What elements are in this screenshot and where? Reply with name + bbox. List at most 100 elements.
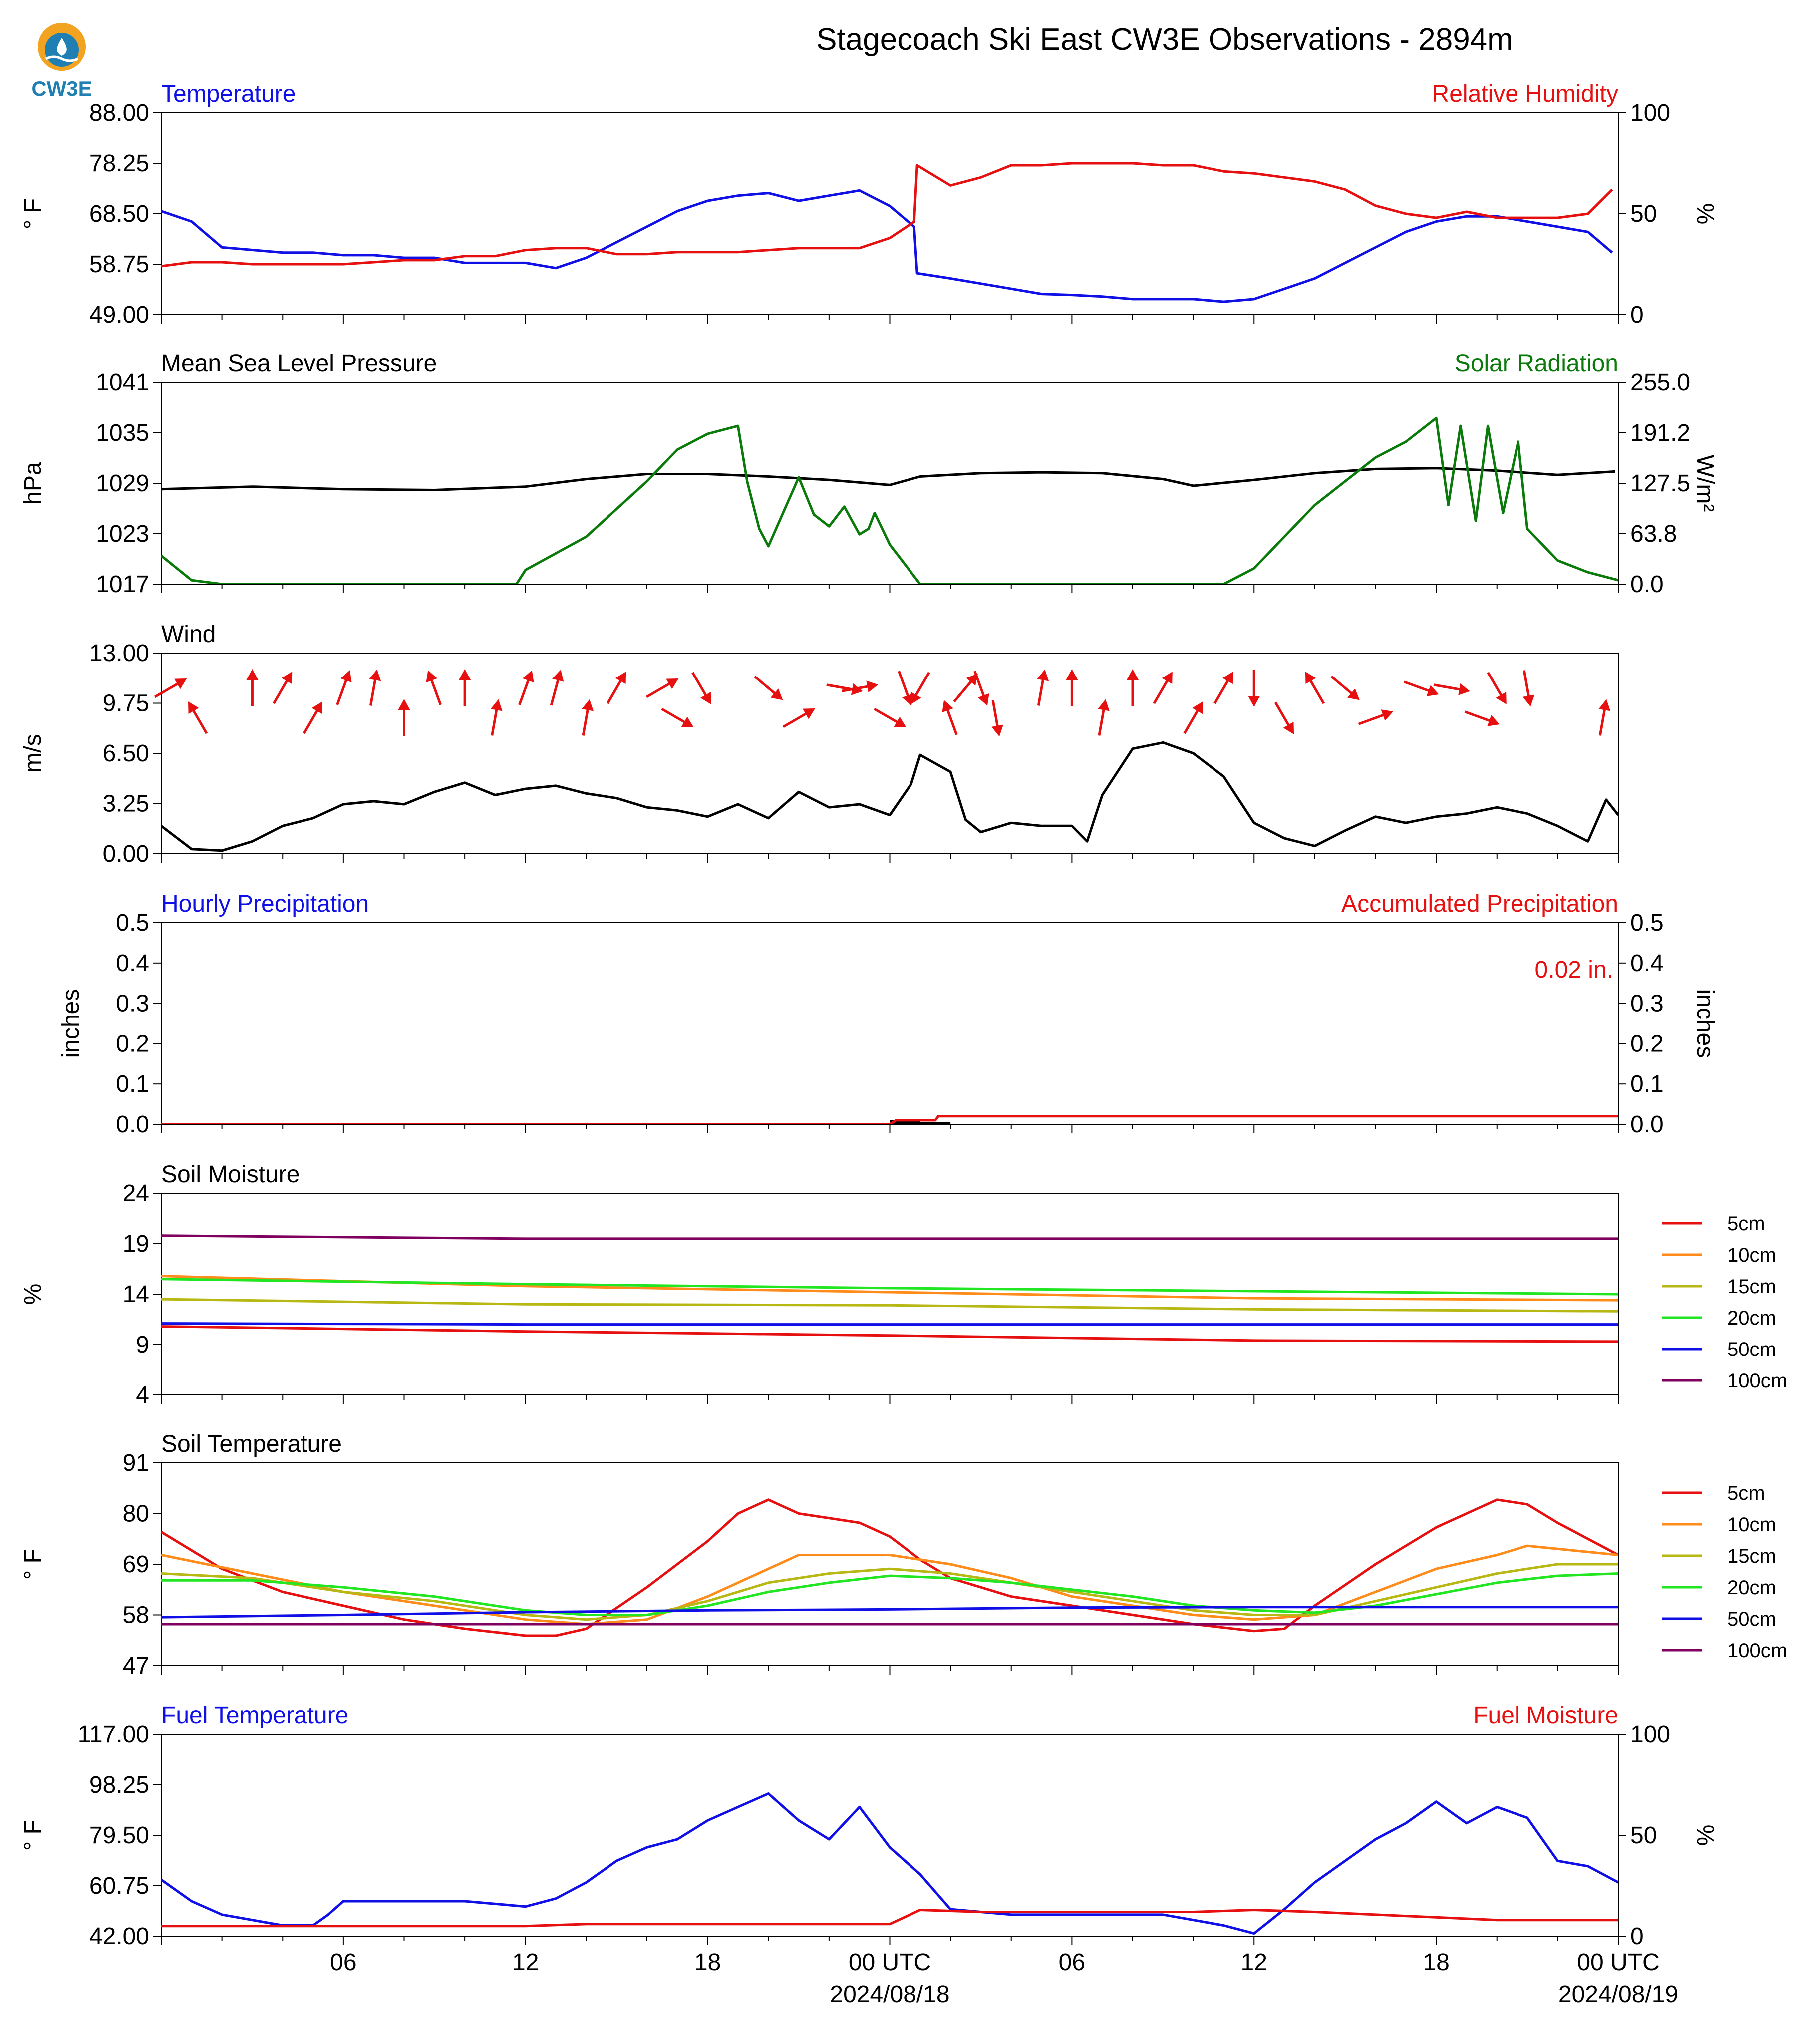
y-tick-label-left: 4 bbox=[136, 1382, 149, 1408]
wind-arrow bbox=[1404, 680, 1439, 696]
y-tick-label-left: 117.00 bbox=[78, 1721, 149, 1748]
time-tick-label: 18 bbox=[1423, 1949, 1449, 1976]
y-tick-label-right: 50 bbox=[1630, 1822, 1657, 1849]
y-tick-label-left: 0.4 bbox=[116, 950, 149, 977]
wind-arrow bbox=[1183, 701, 1203, 734]
y-tick-label-right: 100 bbox=[1630, 100, 1670, 126]
hourly-precip-bar bbox=[890, 1120, 920, 1124]
y-axis-label-left: ° F bbox=[20, 1549, 46, 1580]
y-tick-label-left: 58 bbox=[123, 1602, 149, 1629]
y-axis-label-left: ° F bbox=[20, 1820, 46, 1851]
plot-frame bbox=[161, 112, 1619, 315]
time-tick-label: 06 bbox=[330, 1949, 356, 1976]
wind-arrow bbox=[973, 671, 989, 706]
wind-arrow bbox=[154, 678, 187, 698]
y-tick-label-left: 0.1 bbox=[116, 1071, 149, 1097]
y-tick-label-left: 1035 bbox=[96, 420, 149, 446]
y-axis-label-left: hPa bbox=[20, 462, 46, 505]
wind-arrow bbox=[910, 672, 930, 704]
date-label: 2024/08/19 bbox=[1558, 1981, 1678, 2008]
time-tick-label: 12 bbox=[1241, 1949, 1267, 1976]
panel-temperature_rh: 88.00 78.25 68.50 58.75 49.00 100 50 0 Temperatu… bbox=[20, 81, 1718, 328]
wind-arrow bbox=[273, 672, 293, 704]
wind-arrow bbox=[841, 680, 879, 693]
wind-arrow bbox=[953, 673, 978, 703]
y-tick-label-left: 3.25 bbox=[103, 791, 149, 817]
y-axis-label-left: % bbox=[20, 1284, 46, 1305]
wind-arrow bbox=[582, 699, 594, 736]
wind-arrow bbox=[550, 670, 564, 706]
legend-label: 5cm bbox=[1727, 1482, 1765, 1504]
y-tick-label-right: 100 bbox=[1630, 1721, 1670, 1748]
panel-title-right: Relative Humidity bbox=[1432, 81, 1618, 107]
y-tick-label-left: 9.75 bbox=[103, 690, 149, 717]
y-tick-label-right: 63.8 bbox=[1630, 521, 1677, 547]
y-tick-label-right: 0 bbox=[1630, 1923, 1644, 1950]
time-tick-label: 18 bbox=[694, 1949, 721, 1976]
wind-arrow bbox=[426, 670, 442, 705]
wind-arrow bbox=[1487, 672, 1507, 704]
panel-title-left: Soil Temperature bbox=[161, 1431, 342, 1457]
logo-drop-icon bbox=[57, 38, 67, 56]
panel-wind: 13.00 9.75 6.50 3.25 0.00 Wind m/s bbox=[20, 621, 1619, 867]
y-tick-label-left: 1041 bbox=[96, 369, 149, 396]
wind-arrow bbox=[1127, 669, 1139, 706]
logo-text: CW3E bbox=[31, 77, 92, 100]
wind-arrow bbox=[1213, 672, 1233, 704]
y-tick-label-left: 1023 bbox=[96, 521, 149, 547]
series-line-temperature_rh-1 bbox=[161, 162, 1613, 268]
y-tick-label-left: 9 bbox=[136, 1332, 149, 1358]
y-tick-label-right: 0.5 bbox=[1630, 910, 1664, 936]
wind-arrow bbox=[1153, 672, 1173, 704]
series-line-temperature_rh-0 bbox=[161, 189, 1613, 303]
series-line-precipitation-0 bbox=[161, 1115, 1618, 1124]
wind-arrow bbox=[942, 700, 958, 735]
y-tick-label-right: 191.2 bbox=[1630, 420, 1690, 446]
panel-title-right: Accumulated Precipitation bbox=[1341, 891, 1618, 917]
date-label: 2024/08/18 bbox=[830, 1981, 949, 2008]
y-tick-label-left: 78.25 bbox=[89, 150, 149, 177]
y-tick-label-left: 58.75 bbox=[89, 251, 149, 278]
y-tick-label-left: 60.75 bbox=[89, 1873, 149, 1899]
wind-arrow bbox=[188, 701, 208, 734]
time-tick-label: 00 UTC bbox=[849, 1949, 931, 1976]
series-line-soil_moisture-0 bbox=[161, 1325, 1618, 1343]
plot-area bbox=[161, 1792, 1618, 1935]
series-line-fuel-0 bbox=[161, 1792, 1618, 1935]
wind-arrow bbox=[1522, 670, 1535, 707]
y-tick-label-left: 14 bbox=[123, 1281, 149, 1308]
wind-arrow bbox=[303, 701, 323, 734]
hourly-precip-bar bbox=[920, 1122, 951, 1124]
y-tick-label-left: 1017 bbox=[96, 571, 149, 598]
y-tick-label-left: 47 bbox=[123, 1653, 149, 1679]
panel-title-left: Wind bbox=[161, 621, 216, 648]
wind-arrow bbox=[898, 671, 913, 706]
y-tick-label-left: 0.2 bbox=[116, 1030, 149, 1057]
wind-arrow bbox=[246, 669, 259, 706]
plot-area bbox=[161, 741, 1618, 852]
y-tick-label-left: 91 bbox=[123, 1450, 149, 1476]
panel-title-right: Fuel Moisture bbox=[1473, 1702, 1618, 1729]
plot-area bbox=[161, 1234, 1618, 1343]
wind-arrow bbox=[1274, 701, 1294, 734]
y-tick-label-left: 88.00 bbox=[89, 100, 149, 126]
plot-area bbox=[161, 1115, 1618, 1124]
y-tick-label-left: 0.3 bbox=[116, 991, 149, 1017]
wind-arrow bbox=[459, 669, 471, 706]
y-tick-label-right: 0.1 bbox=[1630, 1071, 1664, 1097]
wind-arrow bbox=[1305, 672, 1325, 704]
plot-area bbox=[161, 162, 1613, 303]
panel-title-left: Fuel Temperature bbox=[161, 1702, 348, 1729]
y-tick-label-right: 50 bbox=[1630, 201, 1657, 227]
y-tick-label-left: 6.50 bbox=[103, 740, 149, 767]
y-axis-label-right: inches bbox=[1692, 989, 1718, 1058]
wind-arrow bbox=[754, 675, 783, 700]
legend-label: 100cm bbox=[1727, 1640, 1787, 1662]
wind-arrow bbox=[1066, 669, 1078, 706]
y-tick-label-right: 0.2 bbox=[1630, 1030, 1664, 1057]
plot-frame bbox=[161, 1193, 1619, 1395]
panel-precipitation: 0.5 0.4 0.3 0.2 0.1 0.0 0.5 0.4 0.3 0.2 0.1 0.0 Hour… bbox=[58, 891, 1718, 1138]
y-tick-label-left: 98.25 bbox=[89, 1772, 149, 1798]
